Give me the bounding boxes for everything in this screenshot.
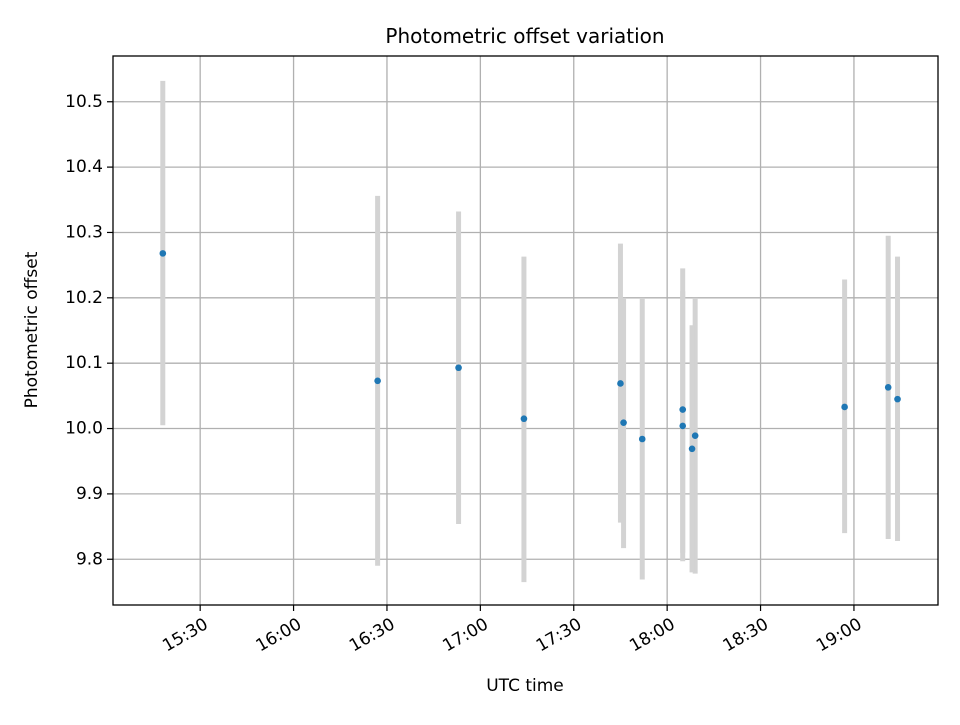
y-tick-label: 10.0 [65, 419, 103, 439]
y-tick-label: 10.4 [65, 157, 103, 177]
y-tick-label: 9.9 [76, 484, 103, 504]
data-point [679, 422, 687, 430]
data-point [620, 419, 627, 426]
y-tick-label: 10.3 [65, 222, 103, 242]
y-tick-label: 10.5 [65, 92, 103, 112]
data-point [884, 384, 892, 391]
y-tick-label: 10.2 [65, 288, 103, 308]
x-axis-label: UTC time [486, 676, 564, 696]
data-point [159, 250, 167, 257]
data-point [617, 380, 624, 387]
data-point [688, 445, 696, 453]
y-tick-label: 10.1 [65, 353, 103, 373]
data-point [841, 403, 848, 411]
data-point [894, 395, 901, 403]
chart-title: Photometric offset variation [385, 24, 664, 48]
data-point [520, 415, 528, 423]
data-point [455, 364, 462, 372]
data-point [679, 406, 687, 413]
y-tick-label: 9.8 [76, 549, 103, 569]
y-axis-label: Photometric offset [22, 251, 42, 408]
data-point [691, 432, 699, 440]
data-point [374, 377, 381, 385]
plot-frame [112, 55, 939, 606]
point-layer [159, 250, 901, 453]
data-point [638, 435, 646, 443]
